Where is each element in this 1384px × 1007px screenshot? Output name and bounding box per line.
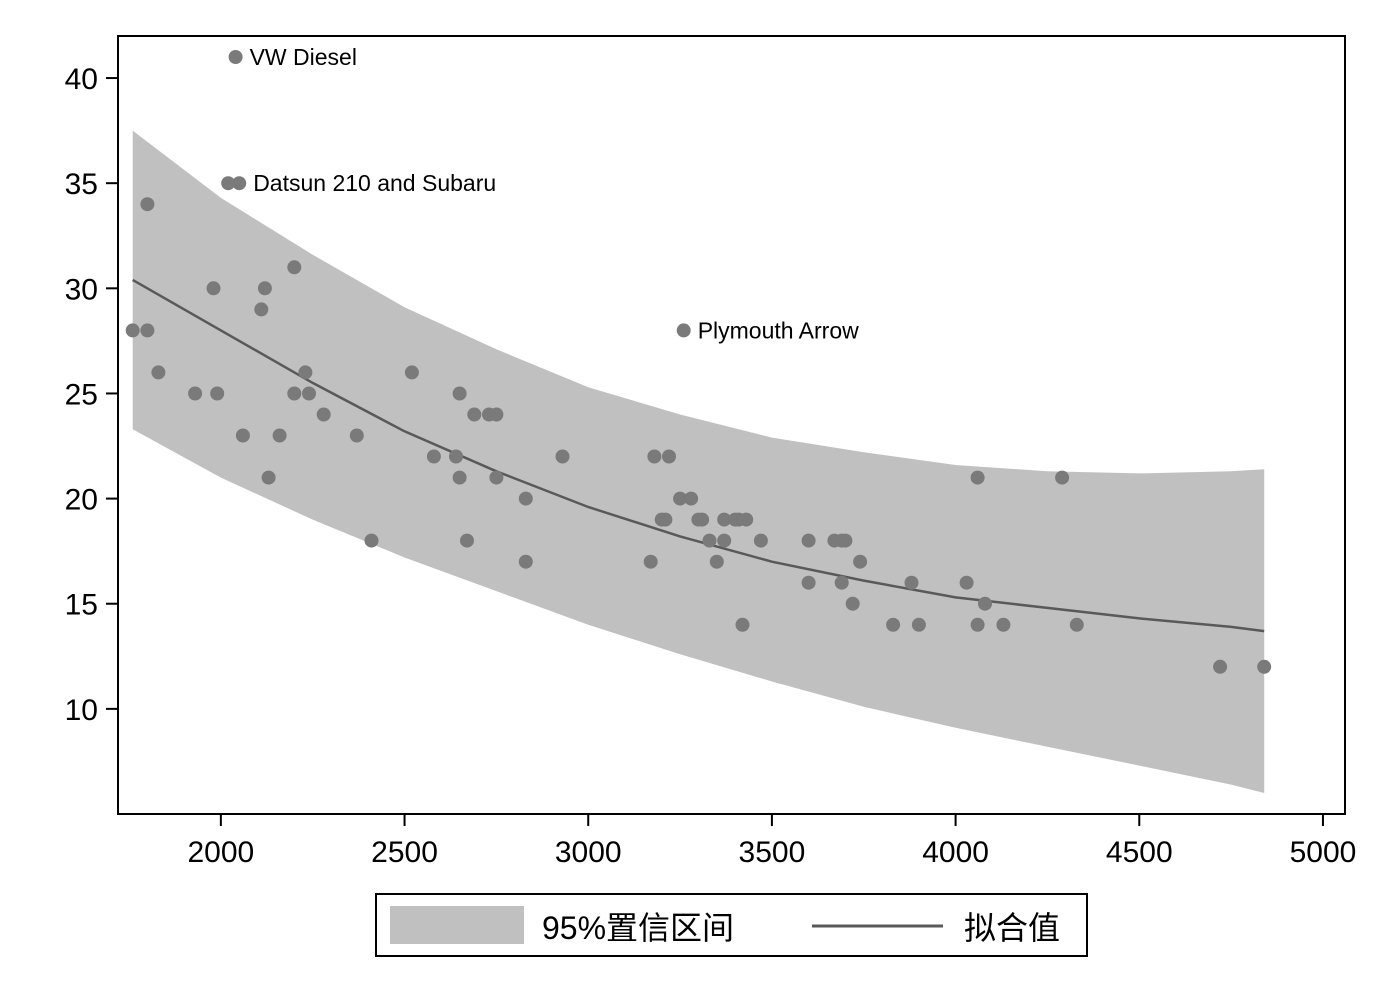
data-point bbox=[717, 533, 732, 548]
data-point bbox=[647, 449, 662, 464]
legend-label-band: 95%置信区间 bbox=[542, 910, 734, 946]
data-point bbox=[188, 386, 203, 401]
data-point bbox=[489, 407, 504, 422]
data-point bbox=[970, 617, 985, 632]
data-point bbox=[261, 470, 276, 485]
point-annotation: VW Diesel bbox=[250, 44, 357, 70]
data-point bbox=[1055, 470, 1070, 485]
x-tick-label: 2500 bbox=[371, 836, 438, 869]
y-tick-label: 10 bbox=[65, 694, 98, 727]
data-point bbox=[518, 491, 533, 506]
data-point bbox=[1213, 659, 1228, 674]
data-point bbox=[684, 491, 699, 506]
data-point bbox=[658, 512, 673, 527]
data-point bbox=[801, 575, 816, 590]
data-point bbox=[845, 596, 860, 611]
data-point bbox=[886, 617, 901, 632]
data-point bbox=[298, 365, 313, 380]
data-point bbox=[662, 449, 676, 464]
data-point bbox=[853, 554, 868, 569]
data-point bbox=[1069, 617, 1084, 632]
data-point bbox=[254, 302, 269, 317]
x-tick-label: 4000 bbox=[922, 836, 989, 869]
axes: 2000 2500 3000 3500 4000 4500 5000 10 15 20 25 30 35… bbox=[65, 35, 1357, 869]
x-tick-label: 2000 bbox=[187, 836, 254, 869]
data-point bbox=[518, 554, 533, 569]
data-point bbox=[489, 470, 504, 485]
data-point bbox=[257, 281, 272, 296]
data-point bbox=[717, 512, 732, 527]
point-annotation: Datsun 210 and Subaru bbox=[253, 170, 496, 196]
y-tick-label: 20 bbox=[65, 484, 98, 517]
data-point bbox=[801, 533, 816, 548]
data-point bbox=[555, 449, 570, 464]
data-point bbox=[151, 365, 166, 380]
data-point bbox=[709, 554, 724, 569]
data-point bbox=[140, 323, 155, 338]
legend-band-swatch bbox=[390, 906, 524, 944]
data-point bbox=[302, 386, 316, 401]
x-tick-label: 4500 bbox=[1106, 836, 1173, 869]
legend: 95%置信区间 拟合值 bbox=[375, 893, 1088, 957]
x-tick-label: 3500 bbox=[739, 836, 806, 869]
data-point bbox=[643, 554, 658, 569]
x-tick-label: 5000 bbox=[1290, 836, 1357, 869]
data-point bbox=[838, 533, 853, 548]
data-point bbox=[996, 617, 1011, 632]
plot-frame bbox=[117, 35, 1346, 815]
data-point bbox=[426, 449, 441, 464]
data-point bbox=[970, 470, 985, 485]
data-point bbox=[449, 449, 463, 464]
data-point bbox=[978, 596, 992, 611]
data-point bbox=[287, 386, 302, 401]
data-point bbox=[904, 575, 919, 590]
data-point bbox=[695, 512, 710, 527]
data-point bbox=[349, 428, 364, 443]
data-point bbox=[210, 386, 225, 401]
data-point bbox=[834, 575, 849, 590]
data-point bbox=[739, 512, 754, 527]
data-point bbox=[959, 575, 974, 590]
ci-band bbox=[132, 130, 1265, 794]
data-point bbox=[911, 617, 926, 632]
data-point bbox=[460, 533, 474, 548]
data-point bbox=[1257, 659, 1272, 674]
data-point bbox=[221, 176, 236, 191]
data-point bbox=[676, 323, 691, 338]
data-point bbox=[232, 176, 247, 191]
point-annotation: Plymouth Arrow bbox=[698, 317, 859, 343]
data-point bbox=[753, 533, 768, 548]
x-tick-label: 3000 bbox=[555, 836, 622, 869]
y-tick-label: 35 bbox=[65, 168, 98, 201]
data-point bbox=[228, 50, 243, 64]
data-point bbox=[404, 365, 419, 380]
data-point bbox=[272, 428, 287, 443]
y-tick-label: 30 bbox=[65, 273, 98, 306]
y-tick-label: 15 bbox=[65, 589, 98, 622]
data-point bbox=[287, 260, 302, 275]
y-tick-label: 25 bbox=[65, 378, 98, 411]
data-point bbox=[467, 407, 482, 422]
data-point bbox=[452, 386, 467, 401]
data-point bbox=[140, 197, 155, 212]
data-point bbox=[316, 407, 331, 422]
data-point bbox=[364, 533, 379, 548]
data-point bbox=[735, 617, 750, 632]
plot-area: VW Diesel Datsun 210 and Subaru Plymouth A… bbox=[125, 44, 1272, 794]
data-point bbox=[702, 533, 717, 548]
fit-line bbox=[132, 278, 1265, 633]
data-point bbox=[125, 323, 140, 338]
data-point bbox=[235, 428, 250, 443]
data-point bbox=[673, 491, 688, 506]
legend-label-line: 拟合值 bbox=[964, 910, 1060, 946]
y-tick-label: 40 bbox=[65, 63, 98, 96]
data-point bbox=[452, 470, 467, 485]
data-point bbox=[206, 281, 221, 296]
